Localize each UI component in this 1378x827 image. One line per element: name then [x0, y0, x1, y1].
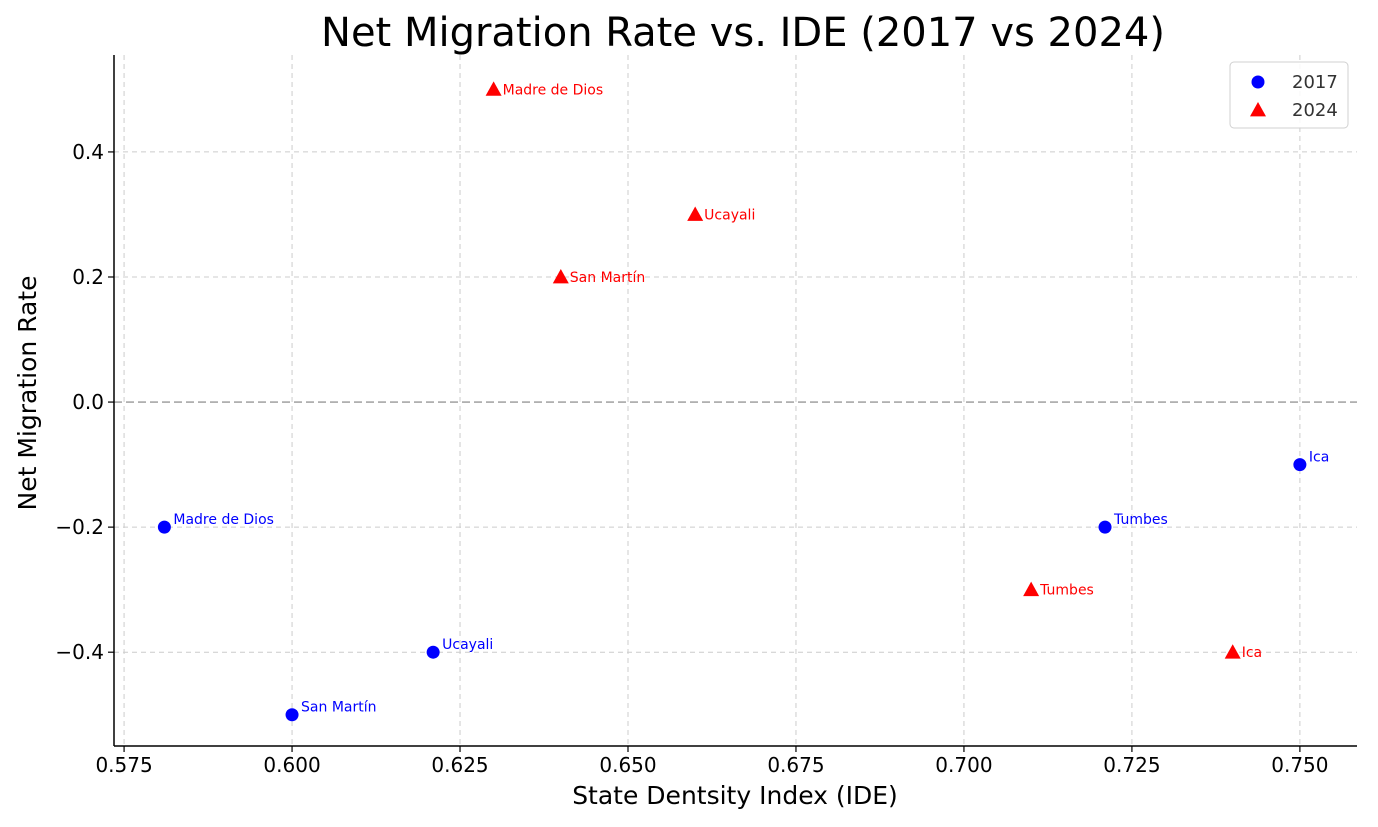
x-tick-label: 0.650: [599, 753, 656, 777]
legend-marker: [1251, 75, 1265, 89]
y-tick-label: −0.2: [55, 515, 104, 539]
point-label: Ucayali: [704, 207, 755, 223]
data-point: [157, 520, 171, 534]
point-label: Madre de Dios: [173, 512, 274, 528]
data-point: [1023, 581, 1040, 597]
data-point: [1098, 520, 1112, 534]
point-label: Tumbes: [1113, 512, 1168, 528]
y-tick-label: −0.4: [55, 640, 104, 664]
data-point: [426, 645, 440, 659]
x-tick-label: 0.700: [935, 753, 992, 777]
legend-label: 2017: [1292, 72, 1338, 93]
y-axis: −0.4 −0.2 0.0 0.2 0.4: [55, 140, 114, 664]
x-tick-label: 0.600: [263, 753, 320, 777]
chart-title: Net Migration Rate vs. IDE (2017 vs 2024…: [321, 10, 1165, 56]
y-tick-label: 0.4: [72, 140, 104, 164]
point-label: Tumbes: [1039, 583, 1094, 599]
point-label: Ica: [1309, 450, 1329, 466]
legend: 2017 2024: [1229, 61, 1349, 129]
series-2017: Madre de Dios San Martín Ucayali Tumbes Ica: [157, 450, 1329, 722]
x-tick-label: 0.725: [1103, 753, 1160, 777]
data-point: [1224, 644, 1241, 659]
point-label: San Martín: [570, 270, 645, 286]
x-axis-label: State Dentsity Index (IDE): [572, 781, 898, 810]
axes-spines: [113, 55, 1357, 747]
data-point: [485, 81, 502, 96]
x-tick-label: 0.750: [1271, 753, 1328, 777]
data-point: [285, 708, 299, 722]
data-point: [687, 206, 704, 221]
y-axis-label: Net Migration Rate: [13, 276, 42, 511]
data-point: [1293, 458, 1307, 472]
point-label: Ica: [1242, 645, 1262, 661]
series-2024: Madre de Dios Ucayali San Martín Tumbes Ica: [485, 81, 1262, 661]
x-tick-label: 0.625: [431, 753, 488, 777]
y-tick-label: 0.0: [72, 390, 104, 414]
x-tick-label: 0.675: [767, 753, 824, 777]
x-tick-label: 0.575: [95, 753, 152, 777]
point-label: Ucayali: [442, 637, 493, 653]
y-tick-label: 0.2: [72, 265, 104, 289]
point-label: Madre de Dios: [503, 82, 604, 98]
legend-label: 2024: [1292, 100, 1338, 121]
data-point: [552, 268, 569, 284]
legend-marker: [1250, 102, 1266, 117]
point-label: San Martín: [301, 700, 376, 716]
x-axis: 0.575 0.600 0.625 0.650 0.675 0.700 0.725 0.750: [95, 746, 1329, 777]
grid: [114, 55, 1357, 746]
